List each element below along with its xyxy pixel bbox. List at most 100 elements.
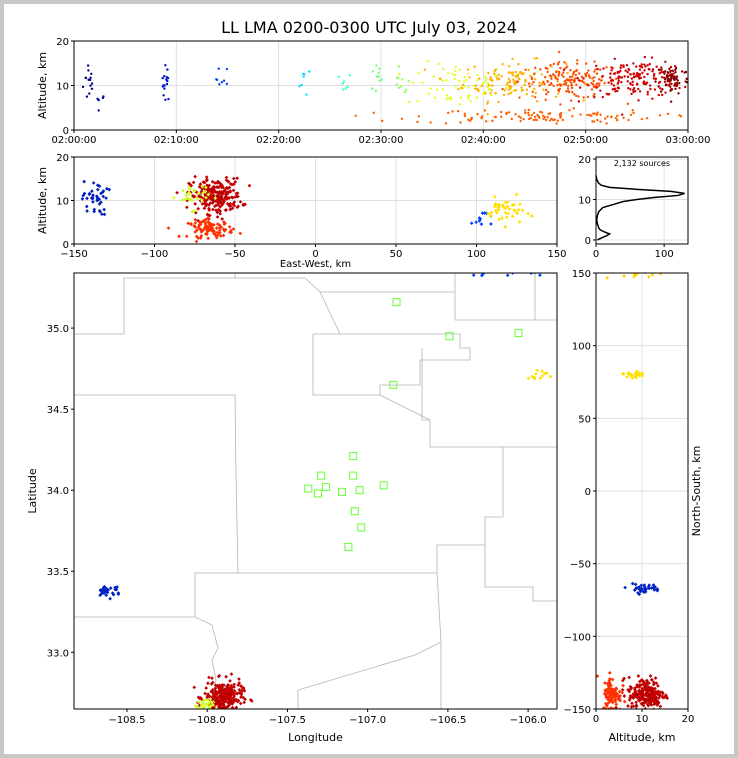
- time-source-point: [463, 114, 467, 118]
- ew-source-point: [213, 196, 218, 201]
- time-source-point: [301, 72, 305, 76]
- ew-source-point: [496, 202, 501, 207]
- time-source-point: [672, 76, 676, 80]
- ew-source-point: [219, 234, 223, 238]
- ew-source-point: [85, 209, 89, 213]
- ew-source-point: [200, 184, 205, 189]
- time-source-point: [552, 62, 556, 66]
- map-source-point: [211, 702, 215, 707]
- ns-source-point: [635, 683, 639, 687]
- time-source-point: [591, 82, 595, 86]
- ns-source-point: [617, 689, 622, 694]
- ew-tick-label: 50: [390, 249, 403, 260]
- time-source-point: [597, 84, 601, 87]
- map-source-point: [538, 376, 543, 381]
- map-tick-label: −107.0: [349, 715, 386, 726]
- ns-source-point: [658, 704, 663, 709]
- time-source-point: [660, 66, 663, 69]
- ew-source-point: [196, 206, 201, 211]
- ns-source-point: [621, 683, 625, 688]
- map-source-point: [538, 273, 542, 277]
- time-source-point: [222, 79, 226, 82]
- ns-source-point: [657, 696, 661, 700]
- ew-source-point: [215, 215, 220, 219]
- ns-ytick-label: 0: [585, 487, 591, 498]
- map-ytick-label: 34.5: [47, 405, 69, 416]
- time-source-point: [480, 117, 483, 120]
- county-boundary-line: [74, 273, 236, 335]
- time-source-point: [505, 83, 509, 86]
- time-source-point: [533, 95, 537, 99]
- time-source-point: [161, 85, 164, 88]
- time-source-point: [595, 72, 599, 75]
- time-source-point: [609, 79, 613, 82]
- map-source-point: [510, 273, 515, 275]
- time-source-point: [584, 73, 587, 76]
- ns-source-point: [613, 699, 618, 704]
- time-source-point: [507, 88, 510, 92]
- time-source-point: [646, 72, 649, 76]
- time-source-point: [643, 69, 646, 72]
- ew-source-point: [217, 225, 222, 230]
- figure-title: LL LMA 0200-0300 UTC July 03, 2024: [221, 18, 517, 37]
- ew-source-point: [107, 187, 112, 192]
- ew-source-point: [198, 182, 203, 186]
- ew-source-point: [218, 231, 222, 235]
- county-boundary-line: [484, 545, 557, 602]
- time-source-point: [449, 96, 453, 99]
- time-source-point: [540, 73, 543, 76]
- time-source-point: [572, 80, 576, 84]
- ew-source-point: [480, 211, 485, 215]
- ew-source-point: [224, 175, 229, 180]
- time-source-point: [599, 89, 602, 92]
- ns-source-point: [633, 689, 638, 694]
- ns-source-point: [649, 689, 654, 694]
- ew-source-point: [503, 210, 508, 215]
- ew-source-point: [91, 181, 96, 185]
- time-source-point: [517, 62, 520, 66]
- time-source-point: [527, 117, 531, 121]
- time-source-point: [670, 77, 673, 80]
- map-source-point: [224, 674, 228, 679]
- time-source-point: [164, 64, 167, 67]
- ns-tick-label: 10: [636, 714, 649, 725]
- time-source-point: [593, 70, 596, 73]
- ns-source-point: [604, 694, 609, 698]
- ns-source-point: [616, 697, 621, 701]
- time-source-point: [566, 84, 570, 87]
- time-source-point: [571, 75, 574, 78]
- ew-tick-label: −100: [141, 249, 168, 260]
- time-source-point: [632, 62, 635, 65]
- time-source-point: [427, 92, 430, 95]
- ew-source-point: [207, 203, 211, 207]
- time-source-point: [606, 115, 609, 118]
- time-source-point: [664, 83, 668, 87]
- time-source-point: [671, 69, 675, 73]
- time-source-point: [574, 77, 577, 80]
- lma-station-marker: [389, 380, 398, 389]
- ns-source-point: [647, 274, 651, 279]
- ew-source-point: [233, 180, 238, 184]
- time-source-point: [542, 88, 545, 91]
- time-source-point: [557, 92, 560, 95]
- time-source-point: [678, 114, 681, 117]
- time-source-point: [486, 100, 490, 103]
- time-source-point: [446, 111, 450, 115]
- time-source-point: [646, 64, 649, 67]
- time-source-point: [557, 60, 561, 64]
- time-source-point: [494, 92, 497, 95]
- time-source-point: [444, 122, 448, 125]
- time-source-point: [616, 71, 620, 75]
- time-source-point: [90, 72, 93, 76]
- time-source-point: [571, 115, 574, 118]
- time-source-point: [445, 94, 449, 97]
- time-source-point: [87, 69, 90, 72]
- time-source-point: [646, 90, 650, 94]
- time-source-point: [607, 81, 610, 84]
- lma-station-marker: [337, 487, 346, 496]
- time-source-point: [667, 84, 670, 87]
- time-source-point: [555, 122, 558, 125]
- ew-source-point: [228, 189, 233, 193]
- time-source-point: [527, 111, 530, 114]
- hist-ytick-label: 20: [578, 155, 591, 166]
